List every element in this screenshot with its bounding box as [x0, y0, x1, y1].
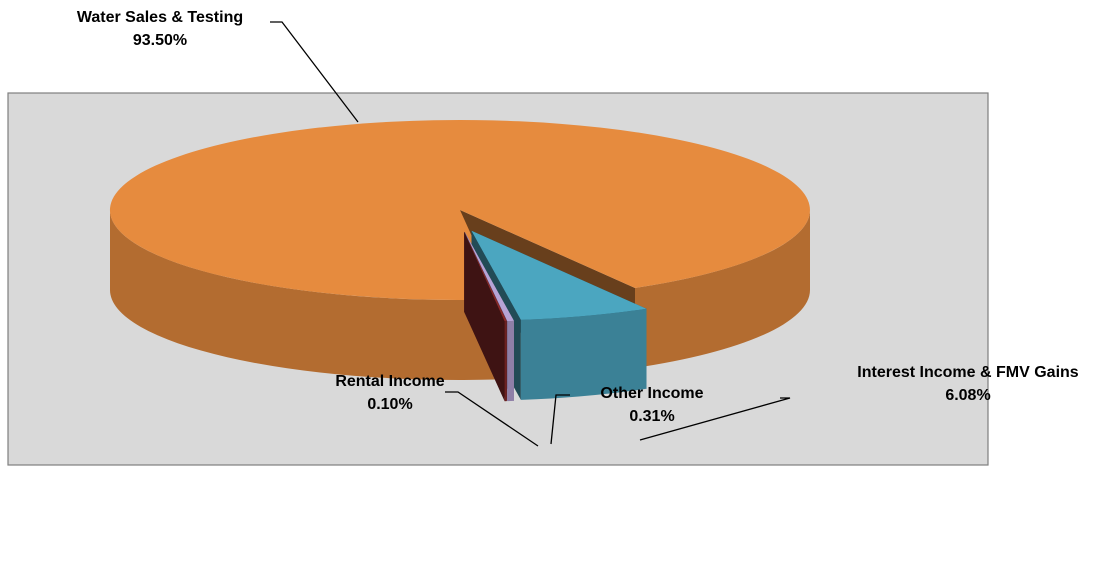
slice-top: [471, 230, 647, 320]
slice-label: Rental Income: [335, 373, 444, 390]
slice-wall: [520, 308, 647, 400]
slice: [464, 231, 507, 402]
slice-value-label: 0.10%: [367, 396, 412, 413]
slice: [109, 120, 810, 381]
slice-top: [109, 120, 810, 301]
slice-value-label: 6.08%: [945, 387, 990, 404]
slice-label: Water Sales & Testing: [77, 9, 243, 26]
leader-line: [639, 397, 791, 441]
slice-wall: [507, 320, 514, 402]
slice-label: Other Income: [600, 385, 703, 402]
slice-top: [464, 231, 507, 322]
slice-face: [464, 231, 505, 402]
slice-wall: [504, 321, 507, 402]
slice-wall: [635, 210, 810, 368]
slice-value-label: 0.31%: [629, 408, 674, 425]
leader-line: [445, 391, 539, 447]
slice-value-label: 93.50%: [133, 32, 187, 49]
leader-line: [270, 21, 359, 123]
pie: [109, 120, 810, 402]
slice-label: Interest Income & FMV Gains: [857, 364, 1078, 381]
leader-line: [550, 394, 570, 445]
slice-top: [464, 231, 514, 322]
slice-wall: [110, 210, 501, 381]
